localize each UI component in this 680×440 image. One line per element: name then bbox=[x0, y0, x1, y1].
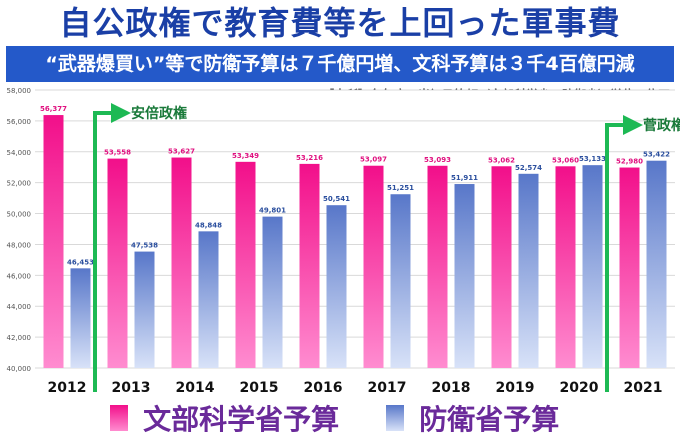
x-tick-label: 2012 bbox=[48, 380, 87, 396]
legend: 文部科学省予算 防衛省予算 bbox=[110, 398, 601, 438]
bar-mext bbox=[491, 166, 512, 368]
legend-item-mext: 文部科学省予算 bbox=[110, 398, 339, 438]
data-label-mod: 51,911 bbox=[451, 174, 478, 182]
y-tick-label: 48,000 bbox=[7, 241, 32, 249]
data-label-mext: 53,627 bbox=[168, 148, 195, 156]
y-tick-label: 50,000 bbox=[7, 211, 32, 219]
bar-mext bbox=[427, 165, 448, 368]
bar-mext bbox=[43, 115, 64, 368]
data-label-mod: 48,848 bbox=[195, 221, 222, 229]
data-label-mext: 53,062 bbox=[488, 156, 515, 164]
bar-mod bbox=[70, 268, 91, 368]
legend-label-mext: 文部科学省予算 bbox=[143, 403, 340, 436]
y-tick-label: 56,000 bbox=[7, 118, 32, 126]
data-label-mext: 53,216 bbox=[296, 154, 323, 162]
bar-mod bbox=[198, 231, 219, 368]
bar-mod bbox=[454, 184, 475, 368]
data-label-mext: 53,349 bbox=[232, 152, 259, 160]
x-tick-label: 2016 bbox=[304, 380, 343, 396]
x-tick-label: 2013 bbox=[112, 380, 151, 396]
data-label-mod: 50,541 bbox=[323, 195, 350, 203]
bar-mod bbox=[646, 160, 667, 368]
data-label-mod: 53,133 bbox=[579, 155, 606, 163]
x-tick-label: 2019 bbox=[496, 380, 535, 396]
chart-title: 自公政権で教育費等を上回った軍事費 bbox=[59, 4, 621, 42]
bar-mod bbox=[262, 216, 283, 368]
bar-mod bbox=[134, 251, 155, 368]
bar-mext bbox=[619, 167, 640, 368]
data-label-mext: 53,060 bbox=[552, 156, 579, 164]
y-tick-label: 40,000 bbox=[7, 365, 32, 373]
chart-subtitle: “武器爆買い”等で防衛予算は７千億円増、文科予算は３千4百億円減 bbox=[6, 46, 674, 82]
data-label-mod: 49,801 bbox=[259, 207, 286, 215]
y-tick-label: 42,000 bbox=[7, 334, 32, 342]
data-label-mod: 53,422 bbox=[643, 151, 670, 159]
data-label-mod: 51,251 bbox=[387, 184, 414, 192]
x-tick-label: 2017 bbox=[368, 380, 407, 396]
data-label-mext: 53,097 bbox=[360, 156, 387, 164]
plot-background bbox=[35, 90, 675, 368]
bar-mod bbox=[390, 194, 411, 368]
bar-mext bbox=[235, 161, 256, 368]
x-tick-label: 2021 bbox=[624, 380, 663, 396]
data-label-mext: 56,377 bbox=[40, 105, 67, 113]
data-label-mext: 53,093 bbox=[424, 156, 451, 164]
annotation-abe: 安倍政権 bbox=[93, 103, 187, 392]
legend-swatch-mod bbox=[386, 405, 405, 431]
annotation-label: 安倍政権 bbox=[131, 105, 187, 122]
annotation-label: 菅政権 bbox=[643, 117, 680, 134]
x-tick-label: 2015 bbox=[240, 380, 279, 396]
y-tick-label: 46,000 bbox=[7, 272, 32, 280]
bar-mext bbox=[299, 163, 320, 368]
y-tick-label: 52,000 bbox=[7, 180, 32, 188]
x-tick-label: 2014 bbox=[176, 380, 215, 396]
x-tick-label: 2018 bbox=[432, 380, 471, 396]
x-tick-label: 2020 bbox=[560, 380, 599, 396]
bar-mext bbox=[555, 166, 576, 368]
data-label-mext: 52,980 bbox=[616, 158, 643, 166]
bar-mod bbox=[326, 205, 347, 368]
legend-swatch-mext bbox=[110, 405, 128, 431]
legend-label-mod: 防衛省予算 bbox=[419, 403, 560, 436]
y-tick-label: 54,000 bbox=[7, 149, 32, 157]
y-tick-label: 44,000 bbox=[7, 303, 32, 311]
data-label-mod: 46,453 bbox=[67, 258, 94, 266]
data-label-mext: 53,558 bbox=[104, 149, 131, 157]
data-label-mod: 47,538 bbox=[131, 242, 158, 250]
annotation-suga: 菅政権 bbox=[605, 115, 680, 392]
bar-mod bbox=[582, 165, 603, 368]
bar-mext bbox=[107, 158, 128, 368]
bar-mod bbox=[518, 173, 539, 368]
legend-item-mod: 防衛省予算 bbox=[386, 398, 559, 438]
bar-mext bbox=[363, 165, 384, 368]
bar-mext bbox=[171, 157, 192, 368]
data-label-mod: 52,574 bbox=[515, 164, 542, 172]
y-tick-label: 58,000 bbox=[7, 87, 32, 95]
